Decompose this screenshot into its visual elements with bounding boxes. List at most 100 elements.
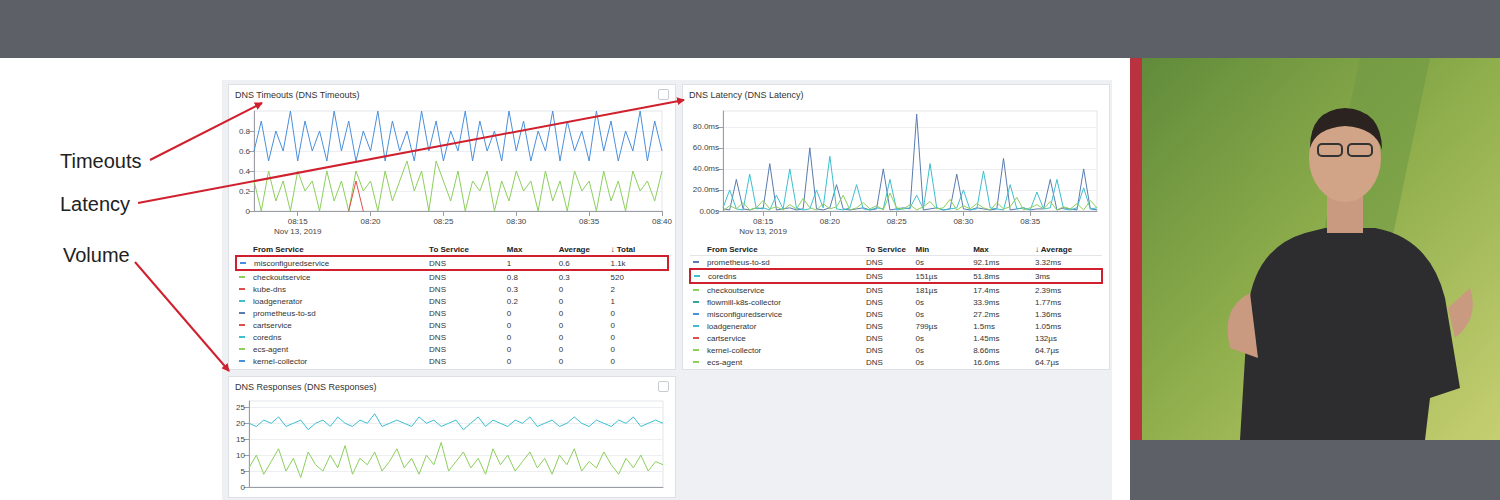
html-text:DNS: DNS xyxy=(866,309,883,319)
html-text:DNS: DNS xyxy=(866,271,883,281)
html-text:DNS: DNS xyxy=(429,308,446,318)
svg-text:Nov 13, 2019: Nov 13, 2019 xyxy=(274,227,322,236)
html-text:DNS: DNS xyxy=(866,297,883,307)
svg-text:0.2: 0.2 xyxy=(239,187,251,196)
html-text:3.32ms: 3.32ms xyxy=(1034,257,1062,267)
html-text:Max: Max xyxy=(506,244,523,254)
html-text:17.4ms: 17.4ms xyxy=(973,285,1000,295)
html-text:Volume: Volume xyxy=(63,244,130,266)
html-text:From Service: From Service xyxy=(253,244,304,254)
html-text:2.39ms: 2.39ms xyxy=(1034,285,1062,295)
html-text:loadgenerator: loadgenerator xyxy=(253,296,303,306)
html-text:DNS: DNS xyxy=(429,320,446,330)
html-text:Latency: Latency xyxy=(60,193,131,215)
html-text:Min: Min xyxy=(915,244,930,254)
html-text:1.1k: 1.1k xyxy=(610,258,626,268)
html-text:DNS: DNS xyxy=(429,296,446,306)
html-text:0.3: 0.3 xyxy=(506,284,518,294)
svg-text:40.0ms: 40.0ms xyxy=(693,164,719,173)
svg-text:08:40: 08:40 xyxy=(652,217,673,226)
svg-text:15: 15 xyxy=(236,435,245,444)
html-text:0.3: 0.3 xyxy=(558,272,570,282)
svg-text:5: 5 xyxy=(241,467,246,476)
svg-text:0.8: 0.8 xyxy=(239,127,251,136)
svg-text:08:15: 08:15 xyxy=(753,217,774,226)
svg-text:25: 25 xyxy=(236,403,245,412)
html-text:1.05ms: 1.05ms xyxy=(1034,321,1062,331)
html-text:ecs-agent: ecs-agent xyxy=(253,344,289,354)
svg-text:08:20: 08:20 xyxy=(820,217,841,226)
html-text:kernel-collector: kernel-collector xyxy=(253,356,308,366)
html-text:0.8: 0.8 xyxy=(506,272,518,282)
html-text:92.1ms: 92.1ms xyxy=(973,257,1000,267)
svg-text:08:30: 08:30 xyxy=(953,217,974,226)
svg-text:08:20: 08:20 xyxy=(361,217,382,226)
html-text:flowmill-k8s-collector: flowmill-k8s-collector xyxy=(707,297,781,307)
html-text:Timeouts: Timeouts xyxy=(60,150,142,172)
svg-text:0.6: 0.6 xyxy=(239,147,251,156)
html-text:151µs: 151µs xyxy=(915,271,938,281)
html-text:checkoutservice: checkoutservice xyxy=(707,285,765,295)
html-text:checkoutservice: checkoutservice xyxy=(253,272,311,282)
html-text:DNS: DNS xyxy=(866,333,883,343)
svg-text:10: 10 xyxy=(236,451,245,460)
svg-text:08:25: 08:25 xyxy=(887,217,908,226)
svg-text:08:35: 08:35 xyxy=(579,217,600,226)
svg-text:0.00s: 0.00s xyxy=(699,207,719,216)
html-text:1.77ms: 1.77ms xyxy=(1034,297,1062,307)
html-text:DNS: DNS xyxy=(429,258,446,268)
html-text:To Service: To Service xyxy=(866,244,906,254)
html-text:From Service: From Service xyxy=(707,244,758,254)
html-text:0.2: 0.2 xyxy=(506,296,518,306)
svg-text:08:35: 08:35 xyxy=(1020,217,1041,226)
html-text:↓ Total: ↓ Total xyxy=(610,244,636,254)
html-text:prometheus-to-sd: prometheus-to-sd xyxy=(707,257,770,267)
html-text:799µs: 799µs xyxy=(915,321,938,331)
html-text:DNS Timeouts (DNS Timeouts): DNS Timeouts (DNS Timeouts) xyxy=(235,90,360,100)
html-text:1.45ms: 1.45ms xyxy=(973,333,1000,343)
html-text:↓ Average: ↓ Average xyxy=(1034,244,1073,254)
html-text:coredns: coredns xyxy=(708,271,737,281)
html-text:51.8ms: 51.8ms xyxy=(973,271,1000,281)
html-text:misconfiguredservice: misconfiguredservice xyxy=(254,258,330,268)
svg-text:80.0ms: 80.0ms xyxy=(693,122,719,131)
html-text:Average: Average xyxy=(558,244,590,254)
html-text:loadgenerator: loadgenerator xyxy=(707,321,757,331)
html-text:3ms: 3ms xyxy=(1034,271,1051,281)
html-text:coredns: coredns xyxy=(253,332,282,342)
html-text:kube-dns: kube-dns xyxy=(253,284,286,294)
svg-text:08:25: 08:25 xyxy=(433,217,454,226)
html-text:27.2ms: 27.2ms xyxy=(973,309,1000,319)
html-text:DNS: DNS xyxy=(429,332,446,342)
html-text:DNS: DNS xyxy=(429,272,446,282)
html-text:132µs: 132µs xyxy=(1034,333,1057,343)
html-text:DNS: DNS xyxy=(866,285,883,295)
svg-text:08:15: 08:15 xyxy=(288,217,309,226)
html-text:To Service: To Service xyxy=(429,244,469,254)
html-text:DNS: DNS xyxy=(429,356,446,366)
svg-text:60.0ms: 60.0ms xyxy=(693,143,719,152)
html-text:181µs: 181µs xyxy=(915,285,938,295)
html-text:DNS: DNS xyxy=(866,321,883,331)
html-text:1.5ms: 1.5ms xyxy=(973,321,995,331)
html-text:DNS Latency (DNS Latency): DNS Latency (DNS Latency) xyxy=(689,90,804,100)
svg-text:Nov 13, 2019: Nov 13, 2019 xyxy=(739,227,787,236)
svg-text:08:30: 08:30 xyxy=(506,217,527,226)
html-text:1.36ms: 1.36ms xyxy=(1034,309,1062,319)
html-text:33.9ms: 33.9ms xyxy=(973,297,1000,307)
html-text:DNS: DNS xyxy=(866,257,883,267)
html-text:cartservice: cartservice xyxy=(707,333,746,343)
html-text:DNS: DNS xyxy=(429,344,446,354)
html-text:prometheus-to-sd: prometheus-to-sd xyxy=(253,308,316,318)
svg-text:20.0ms: 20.0ms xyxy=(693,185,719,194)
html-text:Max: Max xyxy=(973,244,989,254)
svg-text:0: 0 xyxy=(246,207,251,216)
svg-text:0: 0 xyxy=(241,483,246,492)
html-text:DNS: DNS xyxy=(429,284,446,294)
html-text:0.6: 0.6 xyxy=(558,258,570,268)
svg-text:20: 20 xyxy=(236,419,245,428)
svg-text:0.4: 0.4 xyxy=(239,167,251,176)
html-text:520: 520 xyxy=(610,272,624,282)
html-text:misconfiguredservice: misconfiguredservice xyxy=(707,309,783,319)
html-text:cartservice: cartservice xyxy=(253,320,292,330)
